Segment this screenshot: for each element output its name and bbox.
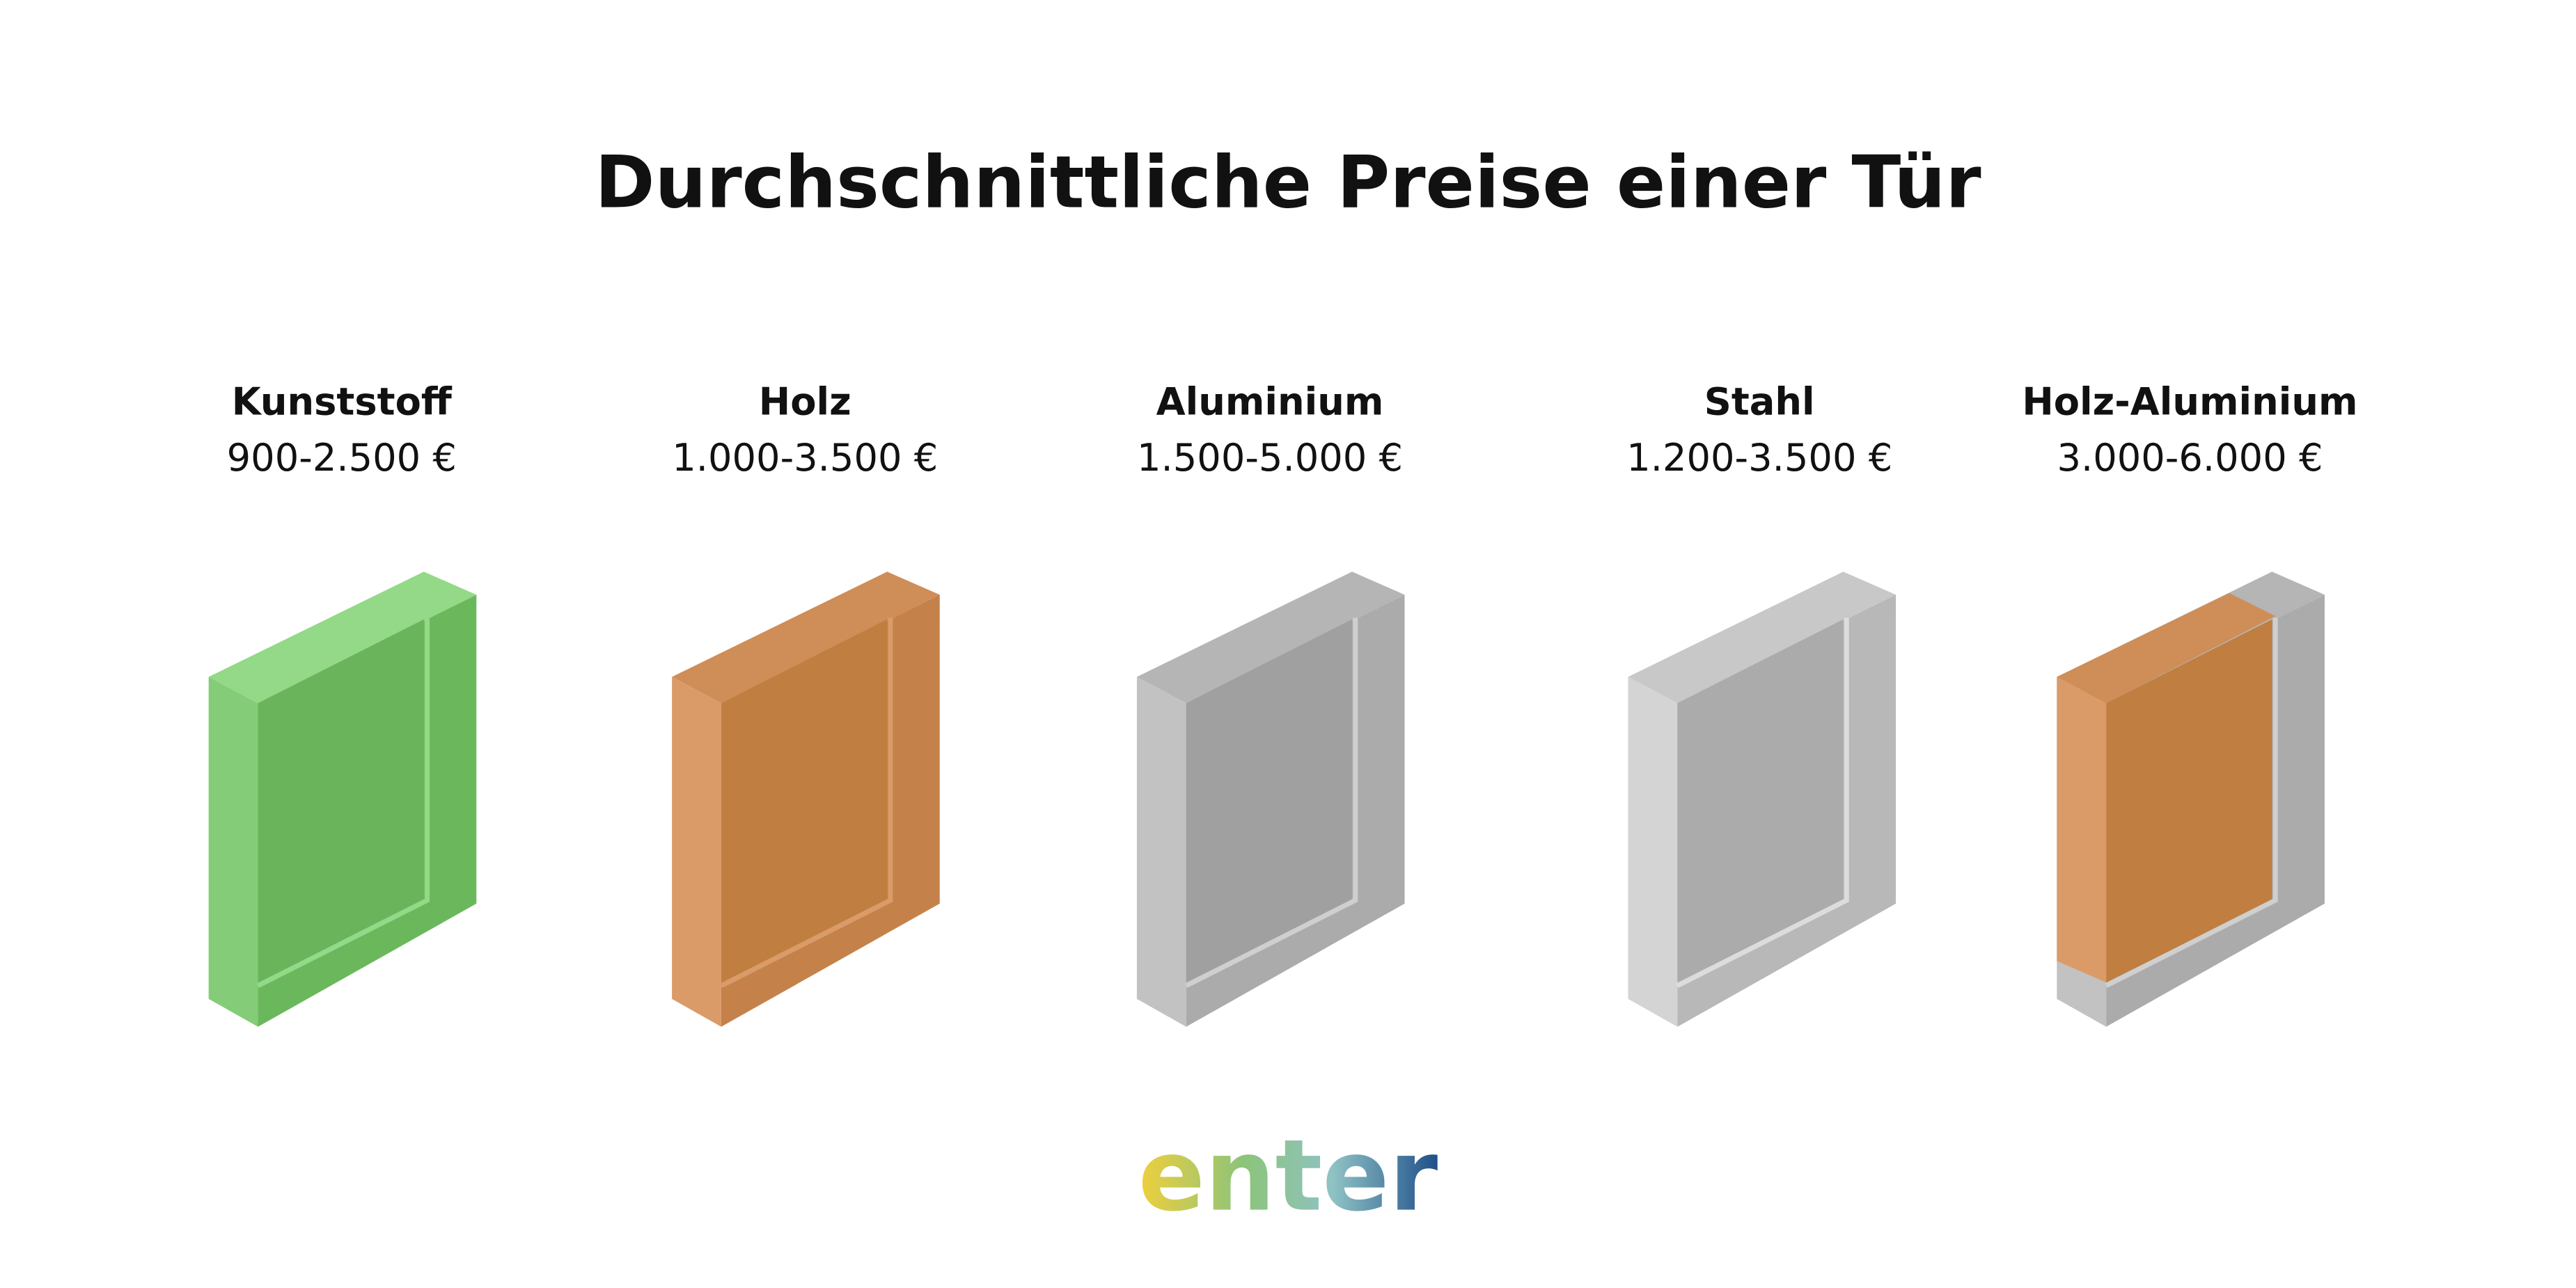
- door-face: [1136, 572, 1405, 703]
- door-face: [1628, 572, 1896, 703]
- door-highlight: [256, 618, 430, 988]
- door-highlight: [720, 618, 893, 988]
- door-face: [258, 619, 424, 983]
- door-face: [2057, 677, 2107, 983]
- material-price: 1.500-5.000 €: [1137, 436, 1403, 480]
- door-face: [208, 572, 477, 703]
- door-face: [1677, 619, 1844, 983]
- door-face: [1186, 619, 1353, 983]
- title: Durchschnittliche Preise einer Tür: [595, 141, 1981, 224]
- door-highlight: [1676, 618, 1849, 988]
- door-face: [672, 677, 721, 1027]
- door-face: [721, 619, 888, 983]
- door-face: [672, 572, 940, 703]
- door-face: [208, 677, 258, 1027]
- door-highlight: [1185, 618, 1358, 988]
- logo: enter: [1138, 1120, 1438, 1234]
- material-price: 900-2.500 €: [227, 436, 457, 480]
- material-price: 1.200-3.500 €: [1626, 436, 1892, 480]
- material-name: Aluminium: [1156, 380, 1384, 424]
- material-name: Holz-Aluminium: [2022, 380, 2357, 424]
- material-price: 1.000-3.500 €: [672, 436, 938, 480]
- door-face: [2057, 592, 2276, 703]
- material-name: Kunststoff: [232, 380, 453, 424]
- door-highlight: [2105, 618, 2278, 988]
- door-face: [1628, 677, 1678, 1027]
- door-face: [2106, 619, 2272, 983]
- material-price: 3.000-6.000 €: [2057, 436, 2323, 480]
- door-face: [1136, 677, 1186, 1027]
- material-name: Stahl: [1704, 380, 1815, 424]
- material-name: Holz: [759, 380, 851, 424]
